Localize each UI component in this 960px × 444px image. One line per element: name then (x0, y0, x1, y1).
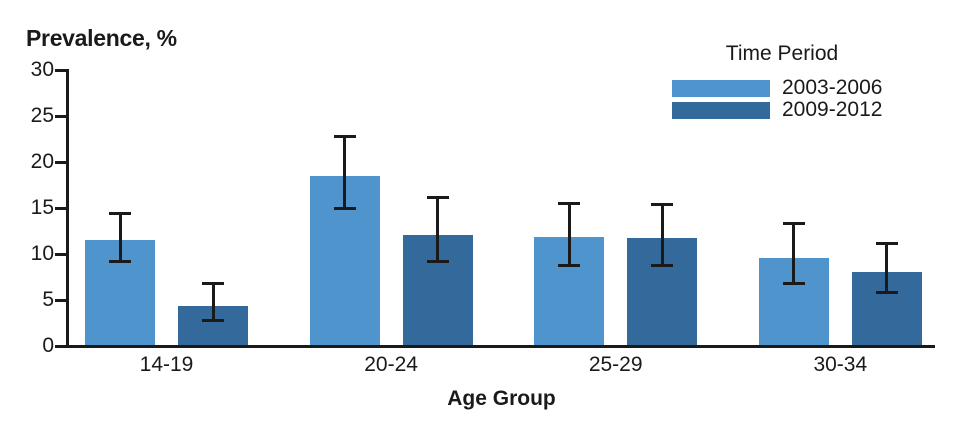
error-cap-top-2003-2006-30-34 (782, 222, 805, 226)
error-cap-bottom-2009-2012-14-19 (202, 318, 224, 322)
x-axis-line (57, 345, 935, 348)
error-line-2003-2006-20-24 (343, 136, 347, 208)
error-cap-top-2003-2006-20-24 (333, 134, 356, 138)
legend-label-2003-2006: 2003-2006 (782, 76, 883, 99)
x-category-label-25-29: 25-29 (588, 353, 643, 376)
legend: Time Period 2003-2006 2009-2012 (672, 42, 912, 121)
error-cap-bottom-2009-2012-25-29 (651, 264, 674, 268)
error-cap-bottom-2003-2006-30-34 (782, 281, 805, 285)
error-line-2009-2012-30-34 (885, 243, 889, 293)
y-tick-mark-0 (55, 344, 66, 348)
legend-label-2009-2012: 2009-2012 (782, 98, 883, 121)
error-cap-top-2009-2012-25-29 (651, 202, 674, 206)
error-cap-bottom-2003-2006-20-24 (333, 206, 356, 210)
error-cap-bottom-2003-2006-14-19 (109, 259, 131, 263)
y-tick-label-0: 0 (42, 334, 54, 357)
legend-swatch-2009-2012 (672, 101, 770, 119)
x-axis-title: Age Group (447, 387, 556, 410)
x-category-label-20-24: 20-24 (364, 353, 418, 376)
y-axis-line (66, 69, 69, 348)
error-cap-top-2009-2012-14-19 (202, 281, 224, 285)
legend-swatch-2003-2006 (672, 79, 770, 97)
error-cap-top-2009-2012-20-24 (426, 196, 449, 200)
error-line-2009-2012-25-29 (660, 204, 664, 266)
y-tick-mark-10 (55, 252, 66, 256)
error-cap-bottom-2009-2012-20-24 (426, 259, 449, 263)
legend-title: Time Period (725, 42, 839, 65)
error-cap-bottom-2009-2012-30-34 (875, 291, 898, 295)
legend-entry-2003-2006: 2003-2006 (672, 77, 912, 99)
y-tick-label-10: 10 (30, 242, 54, 265)
y-tick-mark-5 (55, 298, 66, 302)
error-line-2003-2006-14-19 (118, 213, 122, 262)
error-cap-top-2009-2012-30-34 (875, 242, 898, 246)
y-tick-mark-20 (55, 160, 66, 164)
y-axis-title: Prevalence, % (26, 25, 177, 51)
y-tick-label-5: 5 (42, 288, 54, 311)
error-cap-bottom-2003-2006-25-29 (558, 263, 581, 267)
error-line-2009-2012-14-19 (211, 283, 215, 321)
error-cap-top-2003-2006-14-19 (109, 212, 131, 216)
y-tick-mark-25 (55, 114, 66, 118)
error-line-2009-2012-20-24 (436, 197, 440, 262)
y-tick-label-20: 20 (30, 150, 54, 173)
y-tick-mark-30 (55, 68, 66, 72)
error-line-2003-2006-30-34 (792, 223, 796, 284)
x-category-label-14-19: 14-19 (139, 353, 194, 376)
error-line-2003-2006-25-29 (567, 203, 571, 266)
x-category-label-30-34: 30-34 (813, 353, 868, 376)
y-tick-label-30: 30 (30, 58, 54, 81)
y-tick-label-25: 25 (30, 104, 54, 127)
y-tick-mark-15 (55, 206, 66, 210)
legend-entry-2009-2012: 2009-2012 (672, 99, 912, 121)
y-tick-label-15: 15 (30, 196, 54, 219)
error-cap-top-2003-2006-25-29 (558, 201, 581, 205)
